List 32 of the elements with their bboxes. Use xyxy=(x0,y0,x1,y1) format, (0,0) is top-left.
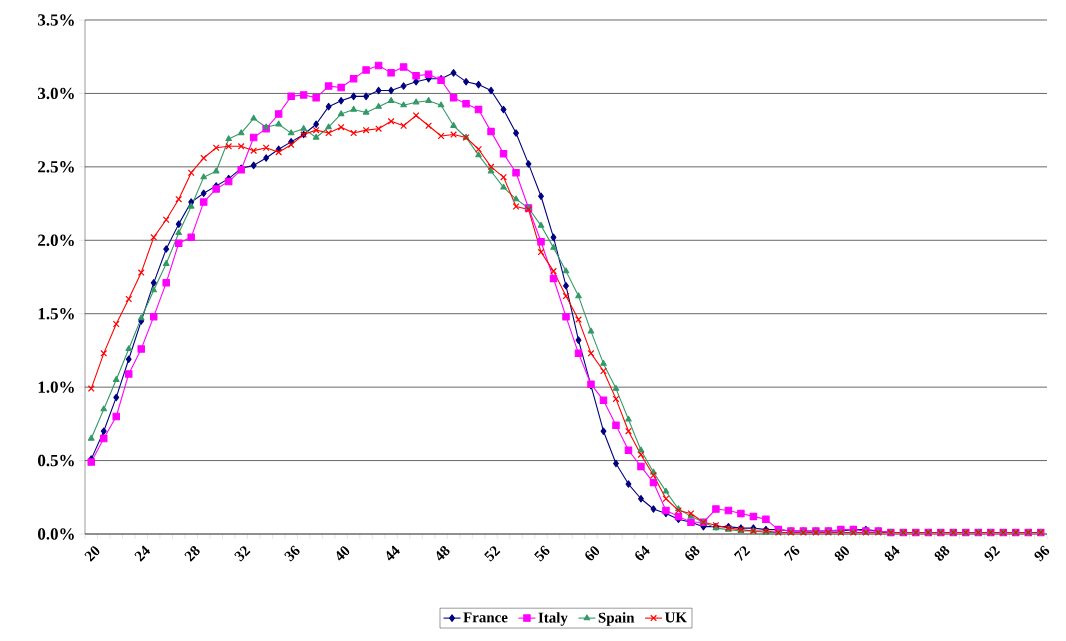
y-tick-label: 3.0% xyxy=(38,87,74,100)
legend-label: Spain xyxy=(598,612,635,626)
x-tick-label: 84 xyxy=(884,545,900,561)
x-tick-label: 48 xyxy=(436,546,450,561)
x-tick-label: 56 xyxy=(534,545,550,562)
legend-label: UK xyxy=(664,612,687,623)
x-tick-label: 20 xyxy=(84,546,100,562)
x-tick-label: 36 xyxy=(284,545,300,562)
x-tick-label: 72 xyxy=(733,546,751,561)
x-tick-label: 24 xyxy=(134,545,151,562)
x-tick-label: 28 xyxy=(184,546,200,562)
y-tick-label: 2.5% xyxy=(38,161,74,173)
legend-label: Italy xyxy=(538,612,568,626)
legend-label: France xyxy=(463,612,508,623)
x-tick-label: 64 xyxy=(635,545,650,561)
x-tick-label: 60 xyxy=(585,546,600,561)
x-tick-label: 92 xyxy=(984,546,1001,562)
y-tick-label: 2.0% xyxy=(38,234,74,247)
y-tick-label: 0.0% xyxy=(38,528,74,540)
y-tick-label: 3.5% xyxy=(38,14,74,26)
x-tick-label: 40 xyxy=(336,546,350,561)
y-tick-label: 0.5% xyxy=(38,454,74,467)
x-tick-label: 44 xyxy=(386,545,400,561)
y-tick-label: 1.0% xyxy=(38,381,74,393)
x-tick-label: 32 xyxy=(234,546,251,562)
x-tick-label: 96 xyxy=(1034,545,1050,562)
x-tick-label: 68 xyxy=(685,546,700,561)
x-tick-label: 88 xyxy=(934,546,950,561)
x-tick-label: 80 xyxy=(834,546,850,561)
x-tick-label: 52 xyxy=(484,546,501,562)
y-tick-label: 1.5% xyxy=(38,307,74,320)
x-tick-label: 76 xyxy=(783,545,800,561)
